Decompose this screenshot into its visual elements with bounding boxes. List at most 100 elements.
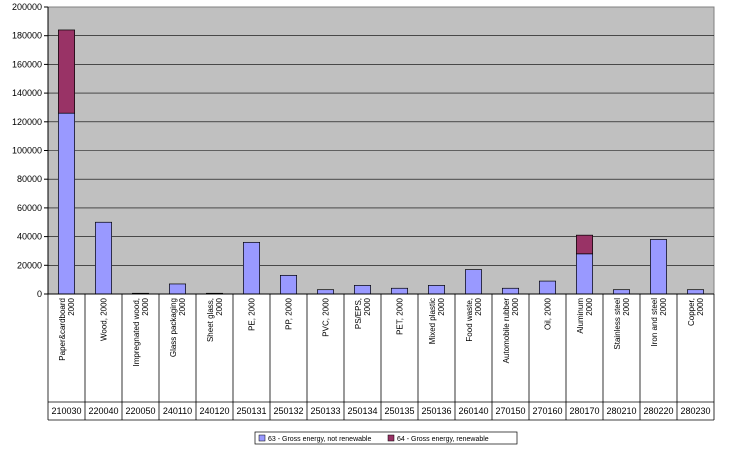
x-category-code: 250131	[236, 406, 266, 416]
x-category-label: Sheet glass, 2000	[206, 297, 224, 342]
x-category-code: 250133	[310, 406, 340, 416]
y-tick-label: 140000	[12, 88, 42, 98]
bar-segment-series-1	[280, 274, 297, 295]
x-category-label: Mixed plastic 2000	[428, 297, 446, 344]
x-category-label: PET, 2000	[396, 297, 405, 334]
x-category-label: Copper, 2000	[687, 297, 705, 326]
x-category-code: 220050	[125, 406, 155, 416]
bar-segment-series-2	[58, 29, 75, 114]
y-tick-label: 100000	[12, 146, 42, 156]
x-category-label-line: 2000	[178, 297, 187, 315]
x-category-code: 280170	[569, 406, 599, 416]
x-category-label-line: 2000	[474, 297, 483, 315]
legend-box	[254, 431, 518, 445]
x-category-code: 270160	[532, 406, 562, 416]
x-category-label-line: 2000	[437, 297, 446, 315]
x-category-code: 250132	[273, 406, 303, 416]
x-category-label: Aluminum 2000	[576, 297, 594, 333]
x-category-label-line: Mixed plastic	[428, 298, 437, 344]
bar-segment-series-1	[317, 289, 334, 295]
bar-segment-series-2	[576, 234, 593, 255]
bar-segment-series-1	[650, 239, 667, 295]
bar-segment-series-1	[243, 241, 260, 295]
x-category-label-line: 2000	[363, 297, 372, 315]
x-category-label-line: 2000	[659, 297, 668, 315]
y-axis: 0 20000 40000 60000 80000 100000 120000 140000 1…	[12, 2, 49, 299]
x-category-label-line: 2000	[696, 297, 705, 315]
bar-segment-series-1	[539, 280, 556, 295]
bar-segment-series-1	[391, 287, 408, 295]
x-category-label-line: PS/EPS,	[354, 298, 363, 329]
x-category-label-line: Copper,	[687, 298, 696, 326]
legend-swatch	[387, 434, 395, 442]
x-category-label: Iron and steel 2000	[650, 297, 668, 346]
x-category-code: 210030	[51, 406, 81, 416]
x-category-label-line: Paper&cardboard	[58, 298, 67, 361]
x-category-label-line: Aluminum	[576, 298, 585, 334]
x-category-label: Impregnated wood, 2000	[132, 297, 150, 366]
x-category-label-line: Oil, 2000	[544, 297, 553, 330]
legend-label: 63 - Gross energy, not renewable	[268, 436, 371, 443]
x-category-label: Wood, 2000	[100, 297, 109, 341]
y-tick-label: 40000	[17, 232, 42, 242]
x-category-label-line: 2000	[585, 297, 594, 315]
bars	[58, 29, 704, 295]
x-category-label: Food waste, 2000	[465, 297, 483, 341]
y-tick-label: 160000	[12, 59, 42, 69]
bar-segment-series-1	[58, 112, 75, 295]
x-category-code: 240120	[199, 406, 229, 416]
x-category-label-line: Wood, 2000	[100, 297, 109, 341]
bar-segment-series-1	[354, 285, 371, 295]
x-category-label: PS/EPS, 2000	[354, 297, 372, 329]
x-category-code: 270150	[495, 406, 525, 416]
x-category-label-line: 2000	[215, 297, 224, 315]
x-category-label: PE, 2000	[248, 297, 257, 330]
x-category-label-line: 2000	[67, 297, 76, 315]
x-category-label: Paper&cardboard 2000	[58, 297, 76, 360]
x-category-label: Oil, 2000	[544, 297, 553, 330]
bar-segment-series-1	[502, 287, 519, 295]
x-category-label: PVC, 2000	[322, 297, 331, 336]
legend: 63 - Gross energy, not renewable 64 - Gro…	[254, 431, 518, 445]
x-category-code: 240110	[163, 406, 192, 416]
y-tick-label: 120000	[12, 117, 42, 127]
x-category-label-line: 2000	[141, 297, 150, 315]
x-category-label: Glass packaging 2000	[169, 297, 187, 357]
x-category-label-line: Automobile rubber	[502, 298, 511, 364]
x-category-label-line: Stainless steel	[613, 298, 622, 350]
x-category-code: 260140	[458, 406, 488, 416]
x-category-code: 250134	[347, 406, 377, 416]
x-category-label-line: Glass packaging	[169, 298, 178, 357]
x-category-label-line: PVC, 2000	[322, 297, 331, 336]
y-tick-label: 180000	[12, 31, 42, 41]
x-category-label-line: Food waste,	[465, 298, 474, 342]
x-category-label: Automobile rubber 2000	[502, 297, 520, 363]
bar-segment-series-1	[95, 221, 112, 295]
bar-segment-series-1	[576, 253, 593, 295]
legend-swatch	[258, 434, 266, 442]
y-tick-label: 0	[37, 289, 42, 299]
x-category-label-line: 2000	[511, 297, 520, 315]
bar-segment-series-1	[465, 269, 482, 295]
x-category-label: PP, 2000	[285, 297, 294, 329]
x-category-label-line: PP, 2000	[285, 297, 294, 329]
legend-label: 64 - Gross energy, renewable	[397, 436, 489, 443]
x-category-label-line: Iron and steel	[650, 298, 659, 347]
x-category-code: 280230	[680, 406, 710, 416]
x-category-label-line: Sheet glass,	[206, 298, 215, 342]
x-category-code: 250135	[384, 406, 414, 416]
y-tick-label: 60000	[17, 203, 42, 213]
y-tick-label: 80000	[17, 174, 42, 184]
bar-segment-series-1	[428, 285, 445, 295]
x-category-label: Stainless steel 2000	[613, 297, 631, 349]
x-category-label-line: 2000	[622, 297, 631, 315]
bar-segment-series-1	[613, 289, 630, 295]
x-category-label-line: Impregnated wood,	[132, 298, 141, 367]
y-tick-label: 200000	[12, 2, 42, 12]
x-category-code: 280210	[606, 406, 636, 416]
x-category-code: 250136	[421, 406, 451, 416]
x-category-code: 280220	[643, 406, 673, 416]
gridlines	[48, 35, 714, 266]
